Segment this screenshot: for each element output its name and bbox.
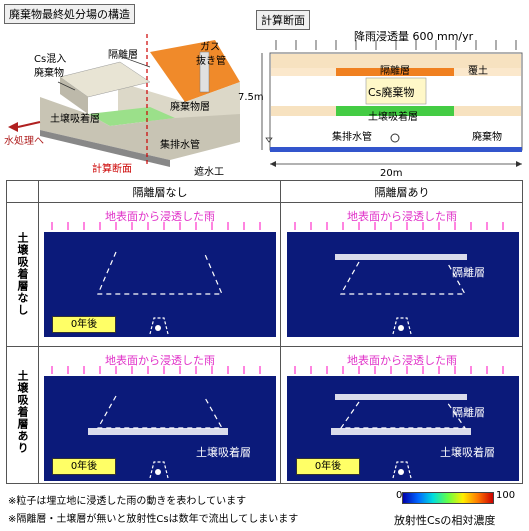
- footnote-outflow: ※隔離層・土壌層が無いと放射性Csは数年で流出してしまいます: [8, 514, 299, 525]
- soil-label-p4: 土壌吸着層: [440, 446, 495, 459]
- rain-label-p3: 地表面から浸透した雨: [105, 354, 215, 367]
- colorbar-min: 0: [396, 490, 403, 501]
- section-height-label: 7.5m: [238, 92, 264, 103]
- label-gas-pipe: 抜き管: [196, 56, 226, 67]
- col-header-with-isolation: 隔離層あり: [374, 186, 430, 199]
- year-box-p1: 0年後: [52, 316, 116, 333]
- year-box-p4: 0年後: [296, 458, 360, 475]
- label-soil-layer: 土壌吸着層: [50, 114, 100, 125]
- section-cs-waste-label: Cs廃棄物: [368, 86, 415, 99]
- label-cs-mixed: Cs混入: [34, 54, 67, 65]
- colorbar-caption: 放射性Csの相対濃度: [394, 514, 496, 527]
- colorbar-gradient: [402, 492, 494, 504]
- section-cover-label: 覆土: [468, 66, 488, 77]
- right-figure-title: 計算断面: [256, 10, 310, 30]
- grid-frame: [6, 180, 523, 484]
- isolation-label-p4: 隔離層: [452, 406, 485, 419]
- soil-label-p3: 土壌吸着層: [196, 446, 251, 459]
- row-header-with-soil: 土壌吸着層あり: [16, 370, 29, 454]
- section-soil-label: 土壌吸着層: [368, 112, 418, 123]
- label-cs-waste: 廃棄物: [34, 68, 64, 79]
- label-isolation-layer: 隔離層: [108, 50, 138, 61]
- rain-label-p2: 地表面から浸透した雨: [347, 210, 457, 223]
- isolation-label-p2: 隔離層: [452, 266, 485, 279]
- section-width-label: 20m: [380, 168, 403, 179]
- section-drain-label: 集排水管: [332, 132, 372, 143]
- label-water-treatment: 水処理へ: [4, 136, 44, 147]
- col-header-no-isolation: 隔離層なし: [132, 186, 188, 199]
- left-figure-title: 廃棄物最終処分場の構造: [4, 4, 135, 24]
- rain-label-p1: 地表面から浸透した雨: [105, 210, 215, 223]
- footnote-particles: ※粒子は埋立地に浸透した雨の動きを表わしています: [8, 496, 247, 507]
- row-header-no-soil: 土壌吸着層なし: [16, 232, 29, 316]
- rain-label-p4: 地表面から浸透した雨: [347, 354, 457, 367]
- calc-section-diagram: [261, 40, 523, 167]
- rain-infiltration-label: 降雨浸透量 600 mm/yr: [354, 30, 474, 43]
- year-box-p3: 0年後: [52, 458, 116, 475]
- label-calc-section: 計算断面: [92, 164, 132, 175]
- label-drain-pipe: 集排水管: [160, 140, 200, 151]
- label-gas: ガス: [200, 42, 220, 53]
- colorbar-max: 100: [496, 490, 516, 501]
- label-waste-layer: 廃棄物層: [170, 102, 210, 113]
- landfill-structure-illustration: [8, 34, 240, 167]
- simulation-panel-2: [287, 222, 519, 337]
- label-barrier: 遮水工: [194, 167, 224, 178]
- section-waste-label: 廃棄物: [472, 132, 502, 143]
- section-isolation-label: 隔離層: [380, 66, 410, 77]
